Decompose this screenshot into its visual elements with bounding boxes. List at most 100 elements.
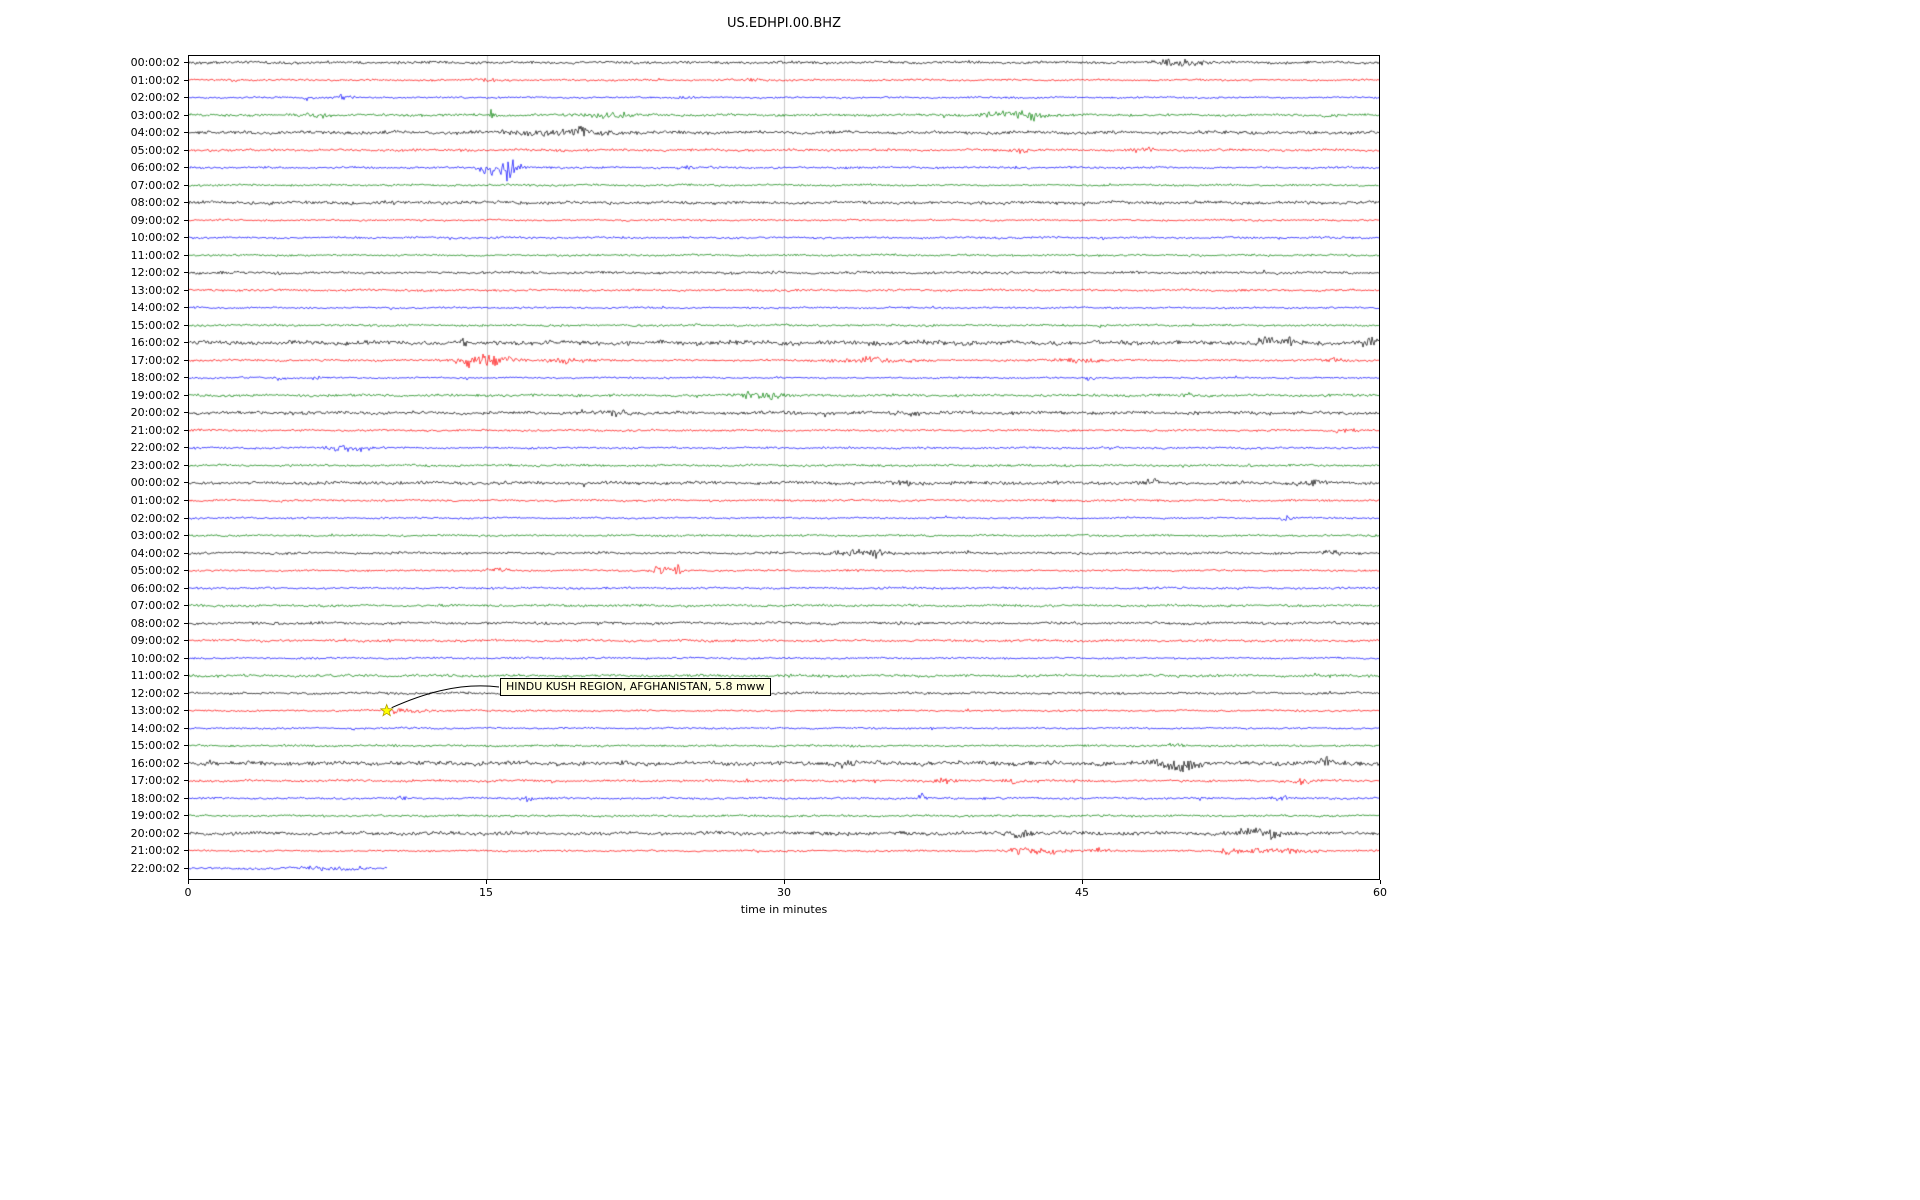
x-axis-title: time in minutes	[740, 903, 828, 916]
y-tick-mark	[184, 272, 188, 274]
y-tick-label: 06:00:02	[130, 161, 180, 175]
y-tick-label: 20:00:02	[130, 826, 180, 840]
y-tick-label: 05:00:02	[130, 143, 180, 157]
y-tick-label: 00:00:02	[130, 476, 180, 490]
y-tick-mark	[184, 97, 188, 99]
y-tick-mark	[184, 307, 188, 309]
y-tick-label: 07:00:02	[130, 178, 180, 192]
event-annotation-label: HINDU KUSH REGION, AFGHANISTAN, 5.8 mww	[500, 678, 771, 696]
y-tick-label: 13:00:02	[130, 283, 180, 297]
y-tick-mark	[184, 499, 188, 501]
y-tick-label: 19:00:02	[130, 809, 180, 823]
y-tick-mark	[184, 797, 188, 799]
y-tick-mark	[184, 587, 188, 589]
y-tick-label: 15:00:02	[130, 318, 180, 332]
y-tick-mark	[184, 552, 188, 554]
y-tick-mark	[184, 342, 188, 344]
y-tick-label: 03:00:02	[130, 108, 180, 122]
y-tick-label: 16:00:02	[130, 336, 180, 350]
y-tick-label: 07:00:02	[130, 599, 180, 613]
y-tick-label: 08:00:02	[130, 616, 180, 630]
y-tick-label: 16:00:02	[130, 756, 180, 770]
x-tick-label: 45	[1075, 886, 1089, 899]
y-tick-label: 13:00:02	[130, 704, 180, 718]
y-tick-mark	[184, 412, 188, 414]
y-tick-mark	[184, 114, 188, 116]
x-tick-mark	[486, 880, 487, 884]
y-tick-mark	[184, 167, 188, 169]
y-tick-label: 08:00:02	[130, 196, 180, 210]
y-tick-mark	[184, 79, 188, 81]
y-tick-label: 19:00:02	[130, 388, 180, 402]
y-tick-mark	[184, 692, 188, 694]
x-tick-label: 60	[1373, 886, 1387, 899]
y-tick-label: 05:00:02	[130, 564, 180, 578]
y-tick-mark	[184, 359, 188, 361]
y-tick-mark	[184, 149, 188, 151]
y-tick-mark	[184, 762, 188, 764]
x-tick-mark	[784, 880, 785, 884]
y-tick-label: 18:00:02	[130, 791, 180, 805]
y-tick-label: 20:00:02	[130, 406, 180, 420]
y-tick-label: 09:00:02	[130, 213, 180, 227]
y-tick-label: 21:00:02	[130, 423, 180, 437]
y-tick-label: 04:00:02	[130, 126, 180, 140]
y-tick-label: 21:00:02	[130, 844, 180, 858]
y-tick-mark	[184, 622, 188, 624]
y-tick-label: 17:00:02	[130, 774, 180, 788]
y-tick-mark	[184, 640, 188, 642]
y-tick-label: 10:00:02	[130, 651, 180, 665]
y-tick-mark	[184, 832, 188, 834]
chart-title: US.EDHPI.00.BHZ	[727, 16, 841, 31]
y-tick-label: 00:00:02	[130, 56, 180, 69]
y-tick-mark	[184, 780, 188, 782]
y-tick-mark	[184, 202, 188, 204]
y-tick-mark	[184, 867, 188, 869]
y-tick-mark	[184, 237, 188, 239]
y-tick-label: 17:00:02	[130, 353, 180, 367]
y-tick-mark	[184, 324, 188, 326]
plot-area	[188, 55, 1380, 880]
y-tick-mark	[184, 219, 188, 221]
y-tick-label: 11:00:02	[130, 248, 180, 262]
y-tick-mark	[184, 605, 188, 607]
y-tick-mark	[184, 657, 188, 659]
y-tick-mark	[184, 377, 188, 379]
y-axis: 00:00:02 01:00:02 02:00:02 03:00:02 04:00:02…	[0, 0, 188, 1200]
x-tick-mark	[188, 880, 189, 884]
y-tick-mark	[184, 132, 188, 134]
y-tick-label: 14:00:02	[130, 301, 180, 315]
y-tick-label: 01:00:02	[130, 73, 180, 87]
y-tick-mark	[184, 429, 188, 431]
y-tick-mark	[184, 447, 188, 449]
y-tick-label: 02:00:02	[130, 91, 180, 105]
y-tick-mark	[184, 727, 188, 729]
y-tick-label: 06:00:02	[130, 581, 180, 595]
y-tick-label: 12:00:02	[130, 686, 180, 700]
seismogram-canvas	[189, 56, 1379, 879]
y-tick-mark	[184, 517, 188, 519]
y-tick-mark	[184, 675, 188, 677]
y-tick-label: 04:00:02	[130, 546, 180, 560]
x-tick-mark	[1380, 880, 1381, 884]
x-tick-label: 30	[777, 886, 791, 899]
y-tick-mark	[184, 289, 188, 291]
y-tick-label: 18:00:02	[130, 371, 180, 385]
y-tick-label: 22:00:02	[130, 861, 180, 875]
y-tick-label: 11:00:02	[130, 669, 180, 683]
x-tick-mark	[1082, 880, 1083, 884]
y-tick-mark	[184, 482, 188, 484]
y-tick-mark	[184, 745, 188, 747]
y-tick-label: 15:00:02	[130, 739, 180, 753]
y-tick-mark	[184, 464, 188, 466]
y-tick-label: 01:00:02	[130, 493, 180, 507]
y-tick-mark	[184, 710, 188, 712]
y-tick-label: 23:00:02	[130, 458, 180, 472]
y-tick-mark	[184, 570, 188, 572]
y-tick-mark	[184, 62, 188, 63]
y-tick-label: 02:00:02	[130, 511, 180, 525]
y-tick-mark	[184, 535, 188, 537]
y-tick-mark	[184, 184, 188, 186]
y-tick-mark	[184, 815, 188, 817]
